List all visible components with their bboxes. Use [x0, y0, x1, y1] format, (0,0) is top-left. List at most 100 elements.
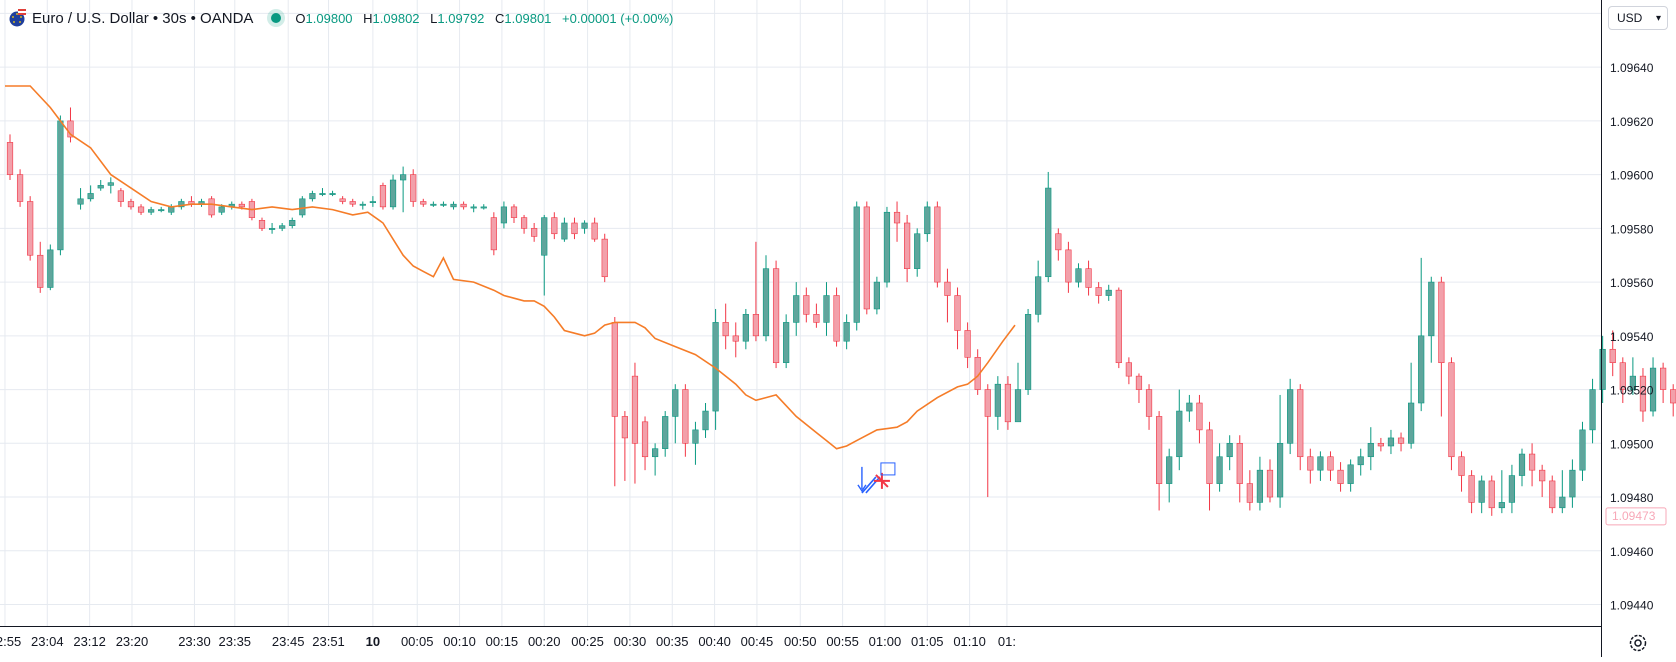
currency-button[interactable]: USD ▾ — [1608, 6, 1668, 30]
candle-down — [964, 322, 971, 369]
candle-body — [16, 174, 24, 202]
euro-flag-icon[interactable] — [8, 9, 26, 27]
candle-up — [762, 255, 770, 342]
candle-body — [1478, 480, 1485, 503]
candle-down — [1660, 362, 1667, 404]
candle-body — [611, 322, 618, 417]
x-tick-label: 23:30 — [178, 634, 211, 649]
candle-body — [1670, 389, 1676, 404]
candle-body — [1468, 475, 1475, 503]
candle-down — [863, 201, 870, 315]
change-value: +0.00001 (+0.00%) — [562, 10, 674, 26]
candle-body — [1438, 281, 1445, 364]
candle-down — [37, 241, 44, 293]
candle-body — [369, 201, 376, 204]
y-tick-label: 1.09560 — [1610, 276, 1654, 290]
candle-down — [1115, 287, 1122, 369]
candle-body — [601, 238, 608, 278]
candle-body — [47, 249, 54, 288]
x-tick-label: 23:04 — [31, 634, 64, 649]
candle-down — [551, 212, 558, 240]
trend-arrow-marker — [861, 476, 881, 494]
candle-up — [1357, 448, 1364, 476]
candle-body — [440, 203, 447, 206]
candle-down — [803, 287, 810, 323]
candle-body — [520, 217, 528, 229]
candle-body — [67, 120, 74, 138]
candle-body — [934, 206, 941, 283]
candle-body — [1347, 464, 1354, 484]
candle-up — [702, 403, 709, 438]
candle-body — [541, 217, 548, 256]
candle-down — [1307, 448, 1314, 484]
candle-down — [1670, 384, 1676, 417]
candle-down — [6, 134, 14, 181]
candle-up — [1024, 308, 1032, 395]
candle-down — [984, 384, 991, 498]
candle-down — [208, 196, 215, 218]
x-tick-label: 00:10 — [443, 634, 476, 649]
candle-up — [793, 282, 800, 336]
market-status-dot[interactable] — [271, 13, 282, 23]
price-tag-box — [1605, 507, 1667, 526]
candle-down — [641, 416, 649, 471]
candle-body — [1609, 348, 1616, 364]
x-tick-label: 23:35 — [219, 634, 252, 649]
candle-down — [1337, 462, 1344, 492]
candle-body — [1599, 348, 1606, 390]
candle-body — [238, 203, 245, 208]
x-tick-label: 00:40 — [698, 634, 731, 649]
candle-up — [1075, 263, 1082, 288]
candle-up — [1045, 171, 1052, 283]
x-tick-label: 00:05 — [401, 634, 434, 649]
price-tag-label: 1.09473 — [1612, 509, 1656, 523]
x-tick-label: 22:55 — [0, 634, 21, 649]
candle-body — [178, 201, 185, 208]
candle-down — [1448, 357, 1455, 471]
x-tick-label: 00:25 — [571, 634, 604, 649]
x-tick-label: 00:50 — [784, 634, 817, 649]
candle-body — [924, 206, 931, 235]
candle-up — [309, 190, 316, 202]
y-tick-label: 1.09440 — [1610, 599, 1654, 613]
candle-body — [1488, 480, 1495, 509]
candle-body — [1649, 367, 1657, 412]
candle-body — [258, 220, 266, 229]
candle-down — [893, 201, 901, 242]
candle-up — [57, 115, 64, 256]
candle-up — [1317, 451, 1324, 481]
currency-label: USD — [1617, 11, 1643, 25]
candle-up — [1014, 362, 1022, 423]
candle-body — [1135, 375, 1143, 390]
candle-up — [1518, 448, 1526, 487]
candle-down — [833, 287, 840, 347]
candle-down — [772, 260, 780, 369]
candle-up — [1035, 260, 1042, 323]
candle-down — [349, 198, 356, 207]
candle-body — [1518, 453, 1526, 476]
high-value: 1.09802 — [372, 10, 420, 26]
candle-body — [329, 193, 336, 195]
candle-down — [601, 233, 608, 283]
candle-body — [1176, 410, 1183, 458]
candle-body — [1458, 456, 1465, 476]
candle-body — [1075, 268, 1082, 283]
candle-down — [27, 196, 34, 261]
candle-down — [339, 196, 346, 205]
candle-body — [37, 254, 44, 288]
candle-body — [319, 193, 326, 195]
settings-gear-icon[interactable] — [1627, 632, 1649, 654]
symbol-title[interactable]: Euro / U.S. Dollar • 30s • OANDA — [32, 9, 254, 27]
candle-body — [490, 217, 497, 251]
candle-up — [1186, 394, 1193, 422]
candle-body — [349, 201, 356, 205]
candle-body — [1307, 456, 1314, 471]
candle-down — [591, 217, 598, 242]
candle-down — [127, 198, 135, 210]
candle-body — [752, 314, 760, 337]
candle-body — [107, 182, 114, 186]
candle-body — [692, 429, 699, 444]
candle-body — [853, 206, 860, 323]
